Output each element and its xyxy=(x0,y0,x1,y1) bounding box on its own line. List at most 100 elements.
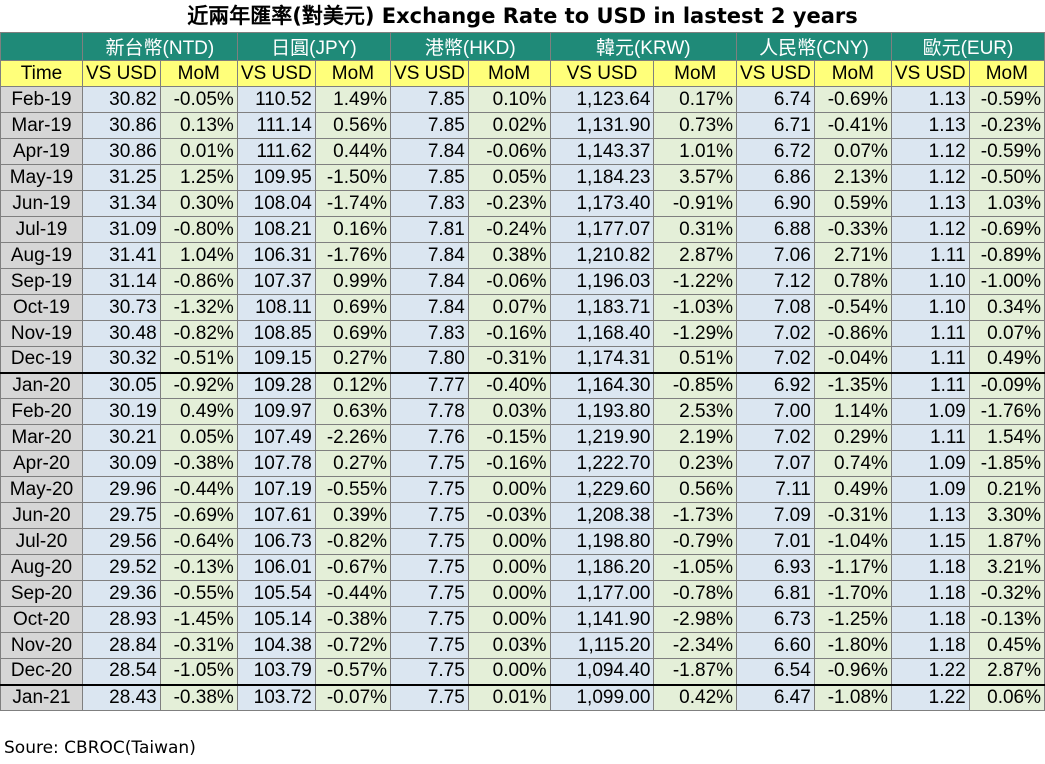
table-row: Jul-19 31.09 -0.80% 108.21 0.16% 7.81 -0.24% 1,… xyxy=(0,216,1045,243)
table-row: Jun-19 31.34 0.30% 108.04 -1.74% 7.83 -0.23% 1,… xyxy=(0,190,1045,217)
vs-usd-cell: 1,094.40 xyxy=(549,658,655,685)
month-cell: May-20 xyxy=(0,476,83,503)
vs-usd-cell: 30.21 xyxy=(81,424,161,451)
mom-cell: 0.17% xyxy=(653,86,738,113)
month-cell: Aug-19 xyxy=(0,242,83,269)
vs-usd-cell: 6.71 xyxy=(736,112,815,139)
mom-cell: -0.06% xyxy=(467,268,551,295)
month-cell: Sep-20 xyxy=(0,580,83,607)
month-cell: Sep-19 xyxy=(0,268,83,295)
mom-cell: -0.23% xyxy=(968,112,1045,139)
vs-usd-cell: 1,193.80 xyxy=(549,398,655,425)
mom-cell: -0.31% xyxy=(813,502,892,529)
vs-usd-cell: 1,131.90 xyxy=(549,112,655,139)
vs-usd-cell: 7.06 xyxy=(736,242,815,269)
mom-cell: -1.03% xyxy=(653,294,738,321)
mom-cell: -0.40% xyxy=(467,371,551,399)
vs-usd-cell: 7.12 xyxy=(736,268,815,295)
mom-cell: -1.87% xyxy=(653,658,738,685)
month-cell: Apr-20 xyxy=(0,450,83,477)
mom-cell: -1.45% xyxy=(159,606,238,633)
mom-cell: 1.87% xyxy=(968,528,1045,555)
vs-usd-cell: 1.12 xyxy=(890,216,970,243)
vs-usd-cell: 7.84 xyxy=(390,242,469,269)
mom-cell: -1.76% xyxy=(968,398,1045,425)
vs-usd-cell: 7.00 xyxy=(736,398,815,425)
mom-cell: 3.21% xyxy=(968,554,1045,581)
mom-cell: -0.86% xyxy=(813,320,892,347)
mom-cell: 0.51% xyxy=(653,346,738,373)
mom-cell: -0.07% xyxy=(314,683,392,711)
mom-cell: 0.38% xyxy=(467,242,551,269)
mom-cell: -1.35% xyxy=(813,371,892,399)
mom-cell: 1.14% xyxy=(813,398,892,425)
mom-cell: 0.05% xyxy=(159,424,238,451)
mom-header: MoM xyxy=(968,60,1045,87)
mom-cell: -0.13% xyxy=(159,554,238,581)
table-row: Jan-21 28.43 -0.38% 103.72 -0.07% 7.75 0.01% 1,… xyxy=(0,683,1045,711)
mom-cell: 0.00% xyxy=(467,606,551,633)
vs-usd-cell: 7.83 xyxy=(390,320,469,347)
mom-cell: -0.24% xyxy=(467,216,551,243)
mom-cell: 0.21% xyxy=(968,476,1045,503)
vs-usd-cell: 28.43 xyxy=(81,683,161,711)
mom-cell: -0.04% xyxy=(813,346,892,373)
mom-cell: 0.07% xyxy=(968,320,1045,347)
vs-usd-cell: 29.56 xyxy=(81,528,161,555)
mom-cell: -0.09% xyxy=(968,371,1045,399)
vs-usd-cell: 6.72 xyxy=(736,138,815,165)
vs-usd-header: VS USD xyxy=(81,60,161,87)
mom-cell: 0.01% xyxy=(159,138,238,165)
mom-cell: -1.76% xyxy=(314,242,392,269)
vs-usd-cell: 7.08 xyxy=(736,294,815,321)
mom-cell: 0.03% xyxy=(467,632,551,659)
mom-cell: 0.07% xyxy=(813,138,892,165)
vs-usd-header: VS USD xyxy=(390,60,469,87)
table-row: Jan-20 30.05 -0.92% 109.28 0.12% 7.77 -0.40% 1,… xyxy=(0,371,1045,399)
vs-usd-cell: 30.86 xyxy=(81,138,161,165)
vs-usd-cell: 1.12 xyxy=(890,164,970,191)
vs-usd-cell: 108.11 xyxy=(236,294,316,321)
mom-cell: -0.80% xyxy=(159,216,238,243)
mom-cell: -0.03% xyxy=(467,502,551,529)
mom-cell: 0.07% xyxy=(467,294,551,321)
currency-header-ntd: 新台幣(NTD) xyxy=(81,32,238,61)
mom-cell: 0.45% xyxy=(968,632,1045,659)
vs-usd-cell: 1.11 xyxy=(890,371,970,399)
vs-usd-cell: 6.88 xyxy=(736,216,815,243)
month-cell: Apr-19 xyxy=(0,138,83,165)
source-note: Soure: CBROC(Taiwan) xyxy=(4,738,196,758)
vs-usd-cell: 1.13 xyxy=(890,112,970,139)
mom-cell: 0.42% xyxy=(653,683,738,711)
mom-cell: -0.82% xyxy=(159,320,238,347)
mom-cell: -1.05% xyxy=(653,554,738,581)
mom-cell: -1.05% xyxy=(159,658,238,685)
mom-cell: -0.38% xyxy=(314,606,392,633)
vs-usd-cell: 7.84 xyxy=(390,294,469,321)
mom-header: MoM xyxy=(653,60,738,87)
mom-cell: -1.17% xyxy=(813,554,892,581)
vs-usd-cell: 7.77 xyxy=(390,371,469,399)
mom-cell: 0.49% xyxy=(159,398,238,425)
mom-cell: 3.57% xyxy=(653,164,738,191)
mom-cell: 0.00% xyxy=(467,580,551,607)
table-row: Oct-20 28.93 -1.45% 105.14 -0.38% 7.75 0.00% 1,… xyxy=(0,606,1045,633)
vs-usd-cell: 30.32 xyxy=(81,346,161,373)
mom-cell: -0.41% xyxy=(813,112,892,139)
mom-cell: -1.08% xyxy=(813,683,892,711)
vs-usd-cell: 1.22 xyxy=(890,683,970,711)
mom-cell: -0.31% xyxy=(159,632,238,659)
table-row: Dec-20 28.54 -1.05% 103.79 -0.57% 7.75 0.00% 1,… xyxy=(0,658,1045,685)
vs-usd-cell: 1,183.71 xyxy=(549,294,655,321)
vs-usd-cell: 7.02 xyxy=(736,346,815,373)
vs-usd-cell: 31.09 xyxy=(81,216,161,243)
mom-cell: -0.85% xyxy=(653,371,738,399)
vs-usd-cell: 107.19 xyxy=(236,476,316,503)
vs-usd-cell: 28.84 xyxy=(81,632,161,659)
vs-usd-cell: 110.52 xyxy=(236,86,316,113)
month-cell: Feb-19 xyxy=(0,86,83,113)
vs-usd-cell: 106.31 xyxy=(236,242,316,269)
mom-cell: -1.80% xyxy=(813,632,892,659)
vs-usd-cell: 1,198.80 xyxy=(549,528,655,555)
vs-usd-cell: 30.82 xyxy=(81,86,161,113)
